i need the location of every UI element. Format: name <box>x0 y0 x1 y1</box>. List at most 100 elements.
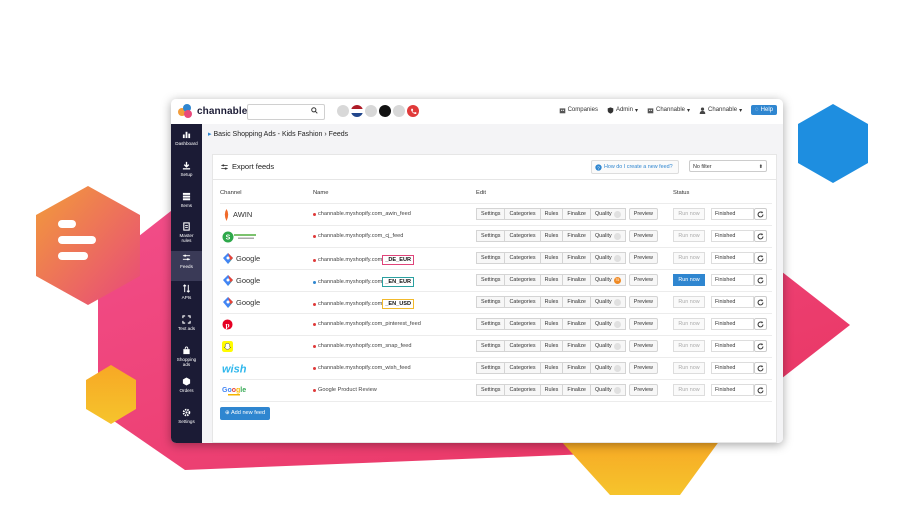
run-now-button[interactable]: Run now <box>673 362 705 374</box>
settings-button[interactable]: Settings <box>476 340 506 352</box>
categories-button[interactable]: Categories <box>504 274 541 286</box>
sidebar-item-shopping-ads[interactable]: Shopping ads <box>171 344 202 374</box>
channable-logo[interactable]: channable <box>178 104 247 119</box>
feed-name[interactable]: channable.myshopify.com_snap_feed <box>313 343 412 349</box>
categories-button[interactable]: Categories <box>504 318 541 330</box>
feed-name[interactable]: Google Product Review <box>313 387 377 393</box>
settings-button[interactable]: Settings <box>476 208 506 220</box>
run-now-button[interactable]: Run now <box>673 274 705 286</box>
refresh-button[interactable] <box>754 296 767 308</box>
sidebar-item-setup[interactable]: Setup <box>171 159 202 189</box>
rules-button[interactable]: Rules <box>539 252 564 264</box>
add-new-feed-button[interactable]: ⊕ Add new feed <box>220 407 271 420</box>
account-avatar[interactable] <box>365 105 377 117</box>
refresh-button[interactable] <box>754 230 767 242</box>
quality-button[interactable]: Quality <box>589 362 626 374</box>
search-input[interactable] <box>247 104 325 120</box>
feed-name[interactable]: channable.myshopify.com _EN_EUR <box>313 277 415 287</box>
preview-button[interactable]: Preview <box>628 230 658 242</box>
rules-button[interactable]: Rules <box>539 208 564 220</box>
admin-menu[interactable]: Admin ▾ <box>607 106 638 114</box>
run-now-button[interactable]: Run now <box>673 318 705 330</box>
account-avatar[interactable] <box>393 105 405 117</box>
table-row[interactable]: AWIN channable.myshopify.com_awin_feed S… <box>220 203 772 226</box>
categories-button[interactable]: Categories <box>504 340 541 352</box>
feed-name[interactable]: channable.myshopify.com_awin_feed <box>313 211 411 217</box>
account-avatar[interactable] <box>337 105 349 117</box>
refresh-button[interactable] <box>754 274 767 286</box>
feed-name[interactable]: channable.myshopify.com_wish_feed <box>313 365 411 371</box>
table-row[interactable]: S channable.myshopify.com_cj_feed Settin… <box>220 226 772 248</box>
table-row[interactable]: p channable.myshopify.com_pinterest_feed… <box>220 314 772 336</box>
quality-button[interactable]: Quality 75 <box>589 274 626 286</box>
preview-button[interactable]: Preview <box>628 340 658 352</box>
account-avatar[interactable] <box>379 105 391 117</box>
quality-button[interactable]: Quality <box>589 296 626 308</box>
feed-name[interactable]: channable.myshopify.com _EN_USD <box>313 299 415 309</box>
finalize-button[interactable]: Finalize <box>562 252 591 264</box>
breadcrumb-project[interactable]: Basic Shopping Ads - Kids Fashion <box>213 131 323 138</box>
filter-select[interactable]: No filter ⬍ <box>689 160 767 172</box>
netherlands-flag-icon[interactable] <box>351 105 363 117</box>
sidebar-item-orders[interactable]: Orders <box>171 375 202 405</box>
preview-button[interactable]: Preview <box>628 208 658 220</box>
refresh-button[interactable] <box>754 340 767 352</box>
settings-button[interactable]: Settings <box>476 362 506 374</box>
quality-button[interactable]: Quality <box>589 384 626 396</box>
phone-icon[interactable] <box>407 105 419 117</box>
table-row[interactable]: channable.myshopify.com_snap_feed Settin… <box>220 336 772 358</box>
run-now-button[interactable]: Run now <box>673 296 705 308</box>
rules-button[interactable]: Rules <box>539 230 564 242</box>
user-menu[interactable]: Channable ▾ <box>699 106 742 114</box>
settings-button[interactable]: Settings <box>476 252 506 264</box>
refresh-button[interactable] <box>754 384 767 396</box>
settings-button[interactable]: Settings <box>476 230 506 242</box>
search-icon[interactable] <box>311 107 318 114</box>
preview-button[interactable]: Preview <box>628 296 658 308</box>
finalize-button[interactable]: Finalize <box>562 274 591 286</box>
feed-name[interactable]: channable.myshopify.com_cj_feed <box>313 233 403 239</box>
categories-button[interactable]: Categories <box>504 208 541 220</box>
quality-button[interactable]: Quality <box>589 340 626 352</box>
refresh-button[interactable] <box>754 318 767 330</box>
rules-button[interactable]: Rules <box>539 340 564 352</box>
finalize-button[interactable]: Finalize <box>562 362 591 374</box>
settings-button[interactable]: Settings <box>476 274 506 286</box>
rules-button[interactable]: Rules <box>539 274 564 286</box>
run-now-button[interactable]: Run now <box>673 340 705 352</box>
preview-button[interactable]: Preview <box>628 362 658 374</box>
finalize-button[interactable]: Finalize <box>562 208 591 220</box>
preview-button[interactable]: Preview <box>628 274 658 286</box>
table-row[interactable]: wish channable.myshopify.com_wish_feed S… <box>220 358 772 380</box>
sidebar-item-feeds[interactable]: Feeds <box>171 251 202 281</box>
refresh-button[interactable] <box>754 208 767 220</box>
settings-button[interactable]: Settings <box>476 318 506 330</box>
run-now-button[interactable]: Run now <box>673 384 705 396</box>
preview-button[interactable]: Preview <box>628 252 658 264</box>
how-to-create-feed-link[interactable]: ? How do I create a new feed? <box>591 160 679 174</box>
table-row[interactable]: Google channable.myshopify.com _DE_EUR Se… <box>220 248 772 270</box>
run-now-button[interactable]: Run now <box>673 252 705 264</box>
run-now-button[interactable]: Run now <box>673 230 705 242</box>
feed-name[interactable]: channable.myshopify.com_pinterest_feed <box>313 321 421 327</box>
finalize-button[interactable]: Finalize <box>562 384 591 396</box>
quality-button[interactable]: Quality <box>589 318 626 330</box>
sidebar-item-settings[interactable]: Settings <box>171 406 202 436</box>
quality-button[interactable]: Quality <box>589 252 626 264</box>
preview-button[interactable]: Preview <box>628 384 658 396</box>
sidebar-item-apis[interactable]: APIs <box>171 282 202 312</box>
project-menu[interactable]: Channable ▾ <box>647 107 690 114</box>
rules-button[interactable]: Rules <box>539 318 564 330</box>
quality-button[interactable]: Quality <box>589 208 626 220</box>
run-now-button[interactable]: Run now <box>673 208 705 220</box>
categories-button[interactable]: Categories <box>504 384 541 396</box>
table-row[interactable]: Google channable.myshopify.com _EN_USD Se… <box>220 292 772 314</box>
finalize-button[interactable]: Finalize <box>562 318 591 330</box>
sidebar-item-text-ads[interactable]: Text ads <box>171 313 202 343</box>
sidebar-item-master-rules[interactable]: Master rules <box>171 220 202 250</box>
quality-button[interactable]: Quality <box>589 230 626 242</box>
rules-button[interactable]: Rules <box>539 296 564 308</box>
categories-button[interactable]: Categories <box>504 252 541 264</box>
finalize-button[interactable]: Finalize <box>562 296 591 308</box>
categories-button[interactable]: Categories <box>504 230 541 242</box>
